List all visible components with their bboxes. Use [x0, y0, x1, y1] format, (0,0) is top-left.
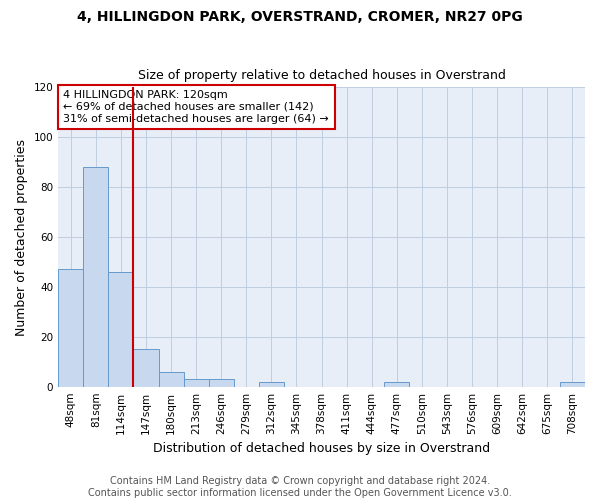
Bar [58, 270, 83, 386]
Bar [133, 350, 158, 387]
Y-axis label: Number of detached properties: Number of detached properties [15, 138, 28, 336]
Text: Contains HM Land Registry data © Crown copyright and database right 2024.
Contai: Contains HM Land Registry data © Crown c… [88, 476, 512, 498]
Bar [158, 372, 184, 386]
Bar [209, 379, 234, 386]
X-axis label: Distribution of detached houses by size in Overstrand: Distribution of detached houses by size … [153, 442, 490, 455]
Bar [109, 272, 133, 386]
Bar [184, 379, 209, 386]
Bar [83, 167, 109, 386]
Text: 4, HILLINGDON PARK, OVERSTRAND, CROMER, NR27 0PG: 4, HILLINGDON PARK, OVERSTRAND, CROMER, … [77, 10, 523, 24]
Bar [560, 382, 585, 386]
Text: 4 HILLINGDON PARK: 120sqm
← 69% of detached houses are smaller (142)
31% of semi: 4 HILLINGDON PARK: 120sqm ← 69% of detac… [64, 90, 329, 124]
Bar [385, 382, 409, 386]
Bar [259, 382, 284, 386]
Title: Size of property relative to detached houses in Overstrand: Size of property relative to detached ho… [137, 69, 506, 82]
